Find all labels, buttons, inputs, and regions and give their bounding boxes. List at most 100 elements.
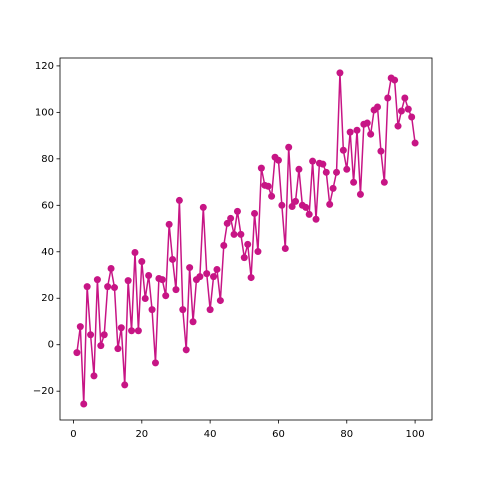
data-point (285, 143, 293, 151)
data-point (292, 197, 300, 205)
data-point (121, 381, 129, 389)
data-point (367, 130, 375, 138)
data-point (179, 306, 187, 314)
data-point (186, 264, 194, 272)
data-point (295, 165, 303, 173)
data-point (110, 284, 118, 292)
data-point (326, 200, 334, 208)
data-point (220, 242, 228, 250)
data-point (346, 128, 354, 136)
plot-frame (59, 57, 433, 421)
y-tick-label: 120 (35, 61, 54, 72)
data-point (363, 119, 371, 127)
data-point (80, 400, 88, 408)
data-point (158, 276, 166, 284)
x-tick-label: 80 (340, 429, 353, 440)
data-point (76, 323, 84, 331)
data-point (350, 178, 358, 186)
x-tick-label: 0 (70, 429, 76, 440)
data-point (134, 327, 142, 335)
data-point (175, 196, 183, 204)
x-tick-label: 100 (406, 429, 425, 440)
data-point (151, 359, 159, 367)
data-point (172, 286, 180, 294)
data-point (93, 276, 101, 284)
data-point (196, 273, 204, 281)
data-point (165, 220, 173, 228)
data-point (141, 294, 149, 302)
data-point (189, 318, 197, 326)
y-tick-label: 0 (48, 340, 54, 351)
data-point (312, 215, 320, 223)
data-point (210, 273, 218, 281)
data-point (404, 105, 412, 113)
data-point (391, 76, 399, 84)
data-point (268, 192, 276, 200)
data-point (380, 178, 388, 186)
data-point (278, 201, 286, 209)
data-point (148, 306, 156, 314)
data-point (233, 207, 241, 215)
data-point (131, 248, 139, 256)
data-point (203, 270, 211, 278)
data-point (336, 69, 344, 77)
data-point (206, 306, 214, 314)
data-point (230, 230, 238, 238)
data-point (281, 245, 289, 253)
data-point (309, 157, 317, 165)
data-point (145, 271, 153, 279)
x-tick-label: 60 (272, 429, 285, 440)
data-point (87, 331, 95, 339)
x-tick-label: 20 (135, 429, 148, 440)
data-point (182, 346, 190, 354)
data-point (319, 160, 327, 168)
data-point (104, 283, 112, 291)
data-point (251, 209, 259, 217)
data-point (247, 274, 255, 282)
data-point (254, 248, 262, 256)
data-point (223, 219, 231, 227)
data-point (124, 277, 132, 285)
data-point (377, 147, 385, 155)
data-point (90, 372, 98, 380)
data-point (100, 331, 108, 339)
y-tick-label: 40 (41, 247, 54, 258)
y-tick-label: 60 (41, 200, 54, 211)
data-point (401, 94, 409, 102)
data-point (138, 258, 146, 266)
data-point (264, 182, 272, 190)
data-point (322, 168, 330, 176)
data-point (162, 292, 170, 300)
x-tick-label: 40 (204, 429, 217, 440)
data-point (128, 327, 136, 335)
data-point (216, 297, 224, 305)
data-point (97, 342, 105, 350)
data-point (384, 94, 392, 102)
data-point (169, 255, 177, 263)
data-line (76, 72, 416, 405)
data-point (339, 146, 347, 154)
data-point (305, 210, 313, 218)
data-point (394, 122, 402, 130)
data-point (114, 345, 122, 353)
data-point (353, 126, 361, 134)
data-point (237, 230, 245, 238)
data-point (117, 324, 125, 332)
data-point (343, 165, 351, 173)
y-tick-label: 100 (35, 107, 54, 118)
data-point (107, 265, 115, 273)
data-point (227, 214, 235, 222)
data-point (240, 254, 248, 262)
data-point (213, 265, 221, 273)
data-point (374, 103, 382, 111)
y-tick-label: 80 (41, 154, 54, 165)
data-point (333, 168, 341, 176)
data-point (329, 184, 337, 192)
data-point (302, 203, 310, 211)
data-point (199, 203, 207, 211)
data-point (411, 139, 419, 147)
data-point (288, 202, 296, 210)
data-point (397, 107, 405, 115)
y-tick-label: −20 (33, 386, 54, 397)
